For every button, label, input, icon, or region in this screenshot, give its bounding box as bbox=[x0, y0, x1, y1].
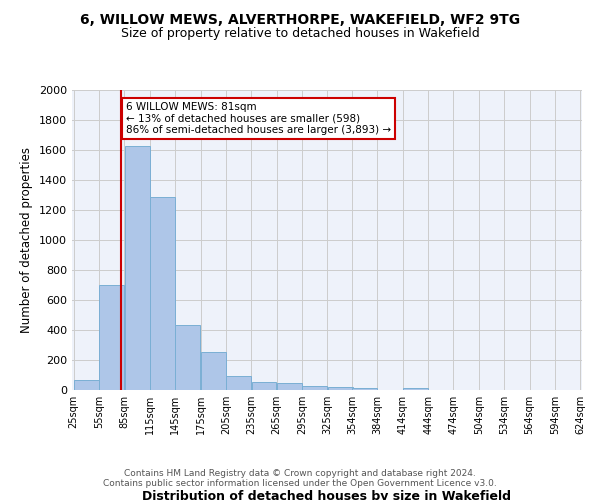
Bar bbox=[251, 382, 277, 390]
Bar bbox=[175, 325, 200, 390]
Bar bbox=[74, 380, 99, 390]
Bar bbox=[125, 146, 149, 390]
Y-axis label: Number of detached properties: Number of detached properties bbox=[20, 147, 34, 333]
Bar bbox=[99, 285, 124, 390]
Text: Size of property relative to detached houses in Wakefield: Size of property relative to detached ho… bbox=[121, 28, 479, 40]
Bar bbox=[201, 352, 226, 390]
Bar bbox=[403, 388, 428, 390]
Bar bbox=[277, 383, 302, 390]
Bar bbox=[226, 376, 251, 390]
Bar bbox=[328, 387, 353, 390]
Text: 6, WILLOW MEWS, ALVERTHORPE, WAKEFIELD, WF2 9TG: 6, WILLOW MEWS, ALVERTHORPE, WAKEFIELD, … bbox=[80, 12, 520, 26]
Bar bbox=[352, 388, 377, 390]
Text: Contains HM Land Registry data © Crown copyright and database right 2024.: Contains HM Land Registry data © Crown c… bbox=[124, 468, 476, 477]
Text: 6 WILLOW MEWS: 81sqm
← 13% of detached houses are smaller (598)
86% of semi-deta: 6 WILLOW MEWS: 81sqm ← 13% of detached h… bbox=[126, 102, 391, 135]
Text: Contains public sector information licensed under the Open Government Licence v3: Contains public sector information licen… bbox=[103, 478, 497, 488]
Bar bbox=[150, 197, 175, 390]
Bar bbox=[302, 386, 327, 390]
X-axis label: Distribution of detached houses by size in Wakefield: Distribution of detached houses by size … bbox=[143, 490, 511, 500]
